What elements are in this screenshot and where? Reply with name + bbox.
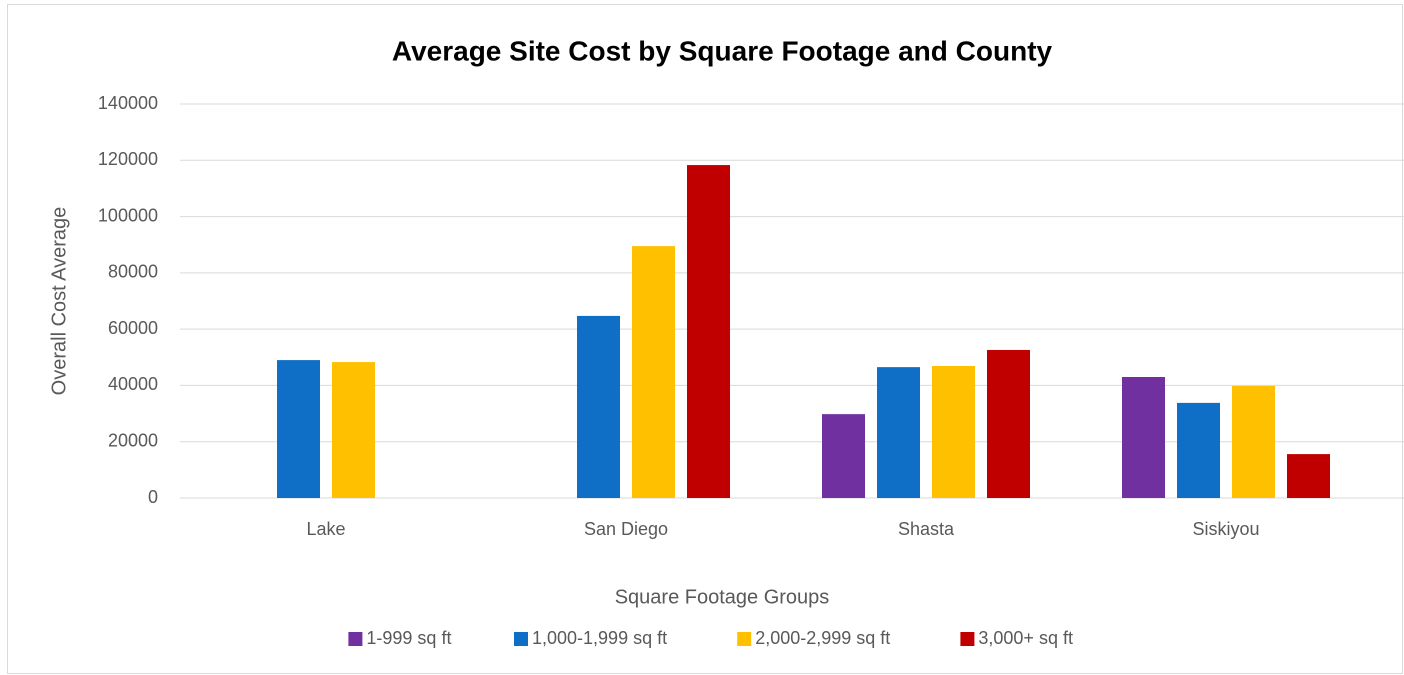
bar	[277, 360, 320, 498]
legend-swatch	[737, 632, 752, 646]
legend-swatch	[348, 632, 363, 646]
y-tick-label: 100000	[98, 205, 158, 225]
y-tick-label: 0	[148, 487, 158, 507]
x-tick-label: Shasta	[898, 519, 955, 539]
y-tick-label: 40000	[108, 374, 158, 394]
bar	[577, 315, 620, 498]
legend-label: 3,000+ sq ft	[978, 628, 1073, 648]
y-tick-label: 20000	[108, 430, 158, 450]
bar	[332, 362, 375, 498]
bar	[877, 367, 920, 498]
legend-swatch	[514, 632, 528, 646]
y-tick-label: 60000	[108, 318, 158, 338]
bar	[1177, 402, 1220, 498]
y-tick-label: 80000	[108, 262, 158, 282]
y-axis-title: Overall Cost Average	[48, 207, 70, 396]
bar	[1122, 376, 1165, 498]
y-tick-label: 120000	[98, 149, 158, 169]
bar	[687, 165, 730, 498]
y-tick-label: 140000	[98, 93, 158, 113]
bar	[1232, 385, 1275, 498]
bar	[932, 366, 975, 498]
x-tick-label: Siskiyou	[1192, 519, 1259, 539]
legend-label: 2,000-2,999 sq ft	[755, 628, 890, 648]
bar	[987, 349, 1030, 498]
bar	[1287, 454, 1330, 498]
x-tick-label: San Diego	[584, 519, 668, 539]
bar	[822, 414, 865, 498]
legend-label: 1,000-1,999 sq ft	[532, 628, 667, 648]
chart-title: Average Site Cost by Square Footage and …	[392, 35, 1053, 66]
legend-label: 1-999 sq ft	[366, 628, 451, 648]
legend-swatch	[960, 632, 975, 646]
x-axis-title: Square Footage Groups	[615, 586, 830, 608]
bar	[632, 246, 675, 498]
x-tick-label: Lake	[306, 519, 345, 539]
